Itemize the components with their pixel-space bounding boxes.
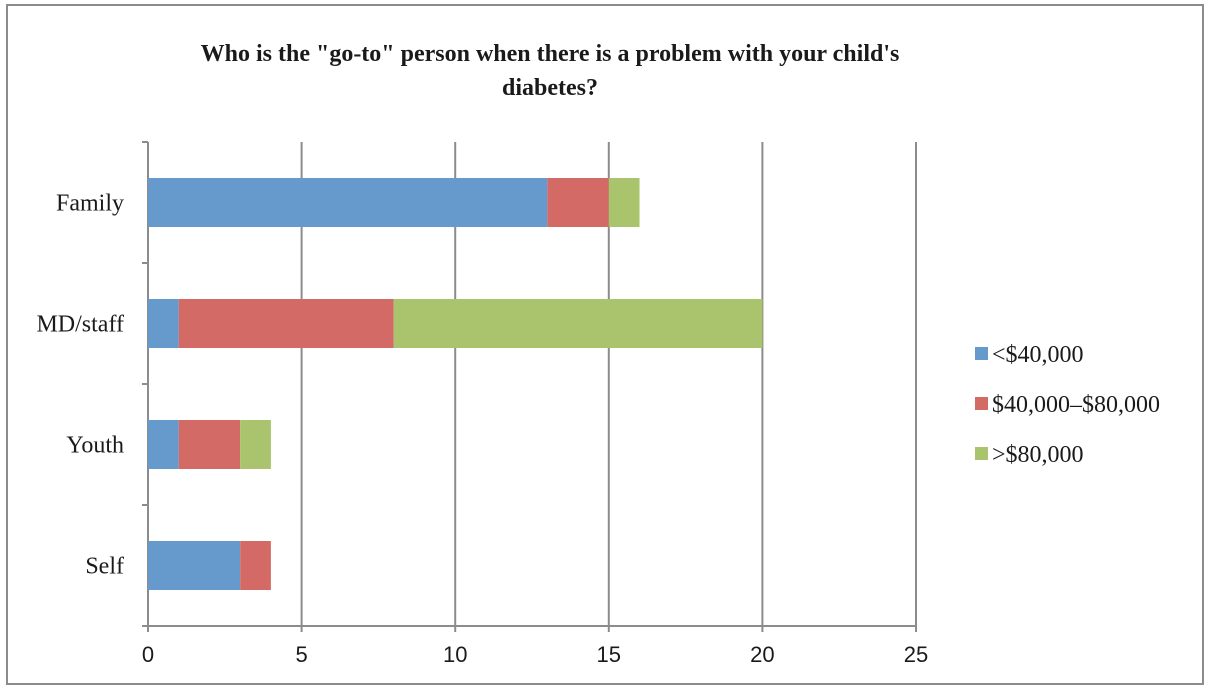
legend-label-1: $40,000–$80,000 [992, 392, 1160, 418]
x-tick-label-10: 10 [443, 642, 467, 667]
bar-family-series-2 [608, 178, 640, 227]
chart-title-line-1: Who is the "go-to" person when there is … [201, 41, 900, 67]
bar-md-staff-series-2 [393, 299, 763, 348]
category-label-self: Self [85, 554, 124, 580]
bar-md-staff-series-0 [148, 299, 179, 348]
chart-title-line-2: diabetes? [502, 75, 598, 101]
bar-youth-series-2 [240, 420, 271, 469]
bar-family-series-0 [148, 178, 548, 227]
bar-family-series-1 [547, 178, 609, 227]
x-tick-labels: 0 5 10 15 20 25 [142, 642, 928, 667]
x-tick-label-20: 20 [750, 642, 774, 667]
x-tick-label-15: 15 [597, 642, 621, 667]
legend-swatch-2 [975, 447, 988, 460]
legend-label-0: <$40,000 [992, 342, 1084, 368]
legend-swatch-1 [975, 397, 988, 410]
legend-label-2: >$80,000 [992, 442, 1084, 468]
x-tick-label-5: 5 [295, 642, 307, 667]
category-labels: Family MD/staff Youth Self [36, 191, 124, 580]
category-label-md-staff: MD/staff [36, 312, 124, 338]
x-tick-label-0: 0 [142, 642, 154, 667]
x-tick-label-25: 25 [904, 642, 928, 667]
category-label-youth: Youth [66, 433, 124, 459]
legend-swatch-0 [975, 347, 988, 360]
bar-youth-series-0 [148, 420, 179, 469]
bar-youth-series-1 [178, 420, 241, 469]
bar-self-series-0 [148, 541, 241, 590]
legend: <$40,000 $40,000–$80,000 >$80,000 [975, 342, 1160, 468]
bar-md-staff-series-1 [178, 299, 394, 348]
category-label-family: Family [56, 191, 124, 217]
bars [148, 178, 763, 590]
bar-self-series-1 [240, 541, 271, 590]
